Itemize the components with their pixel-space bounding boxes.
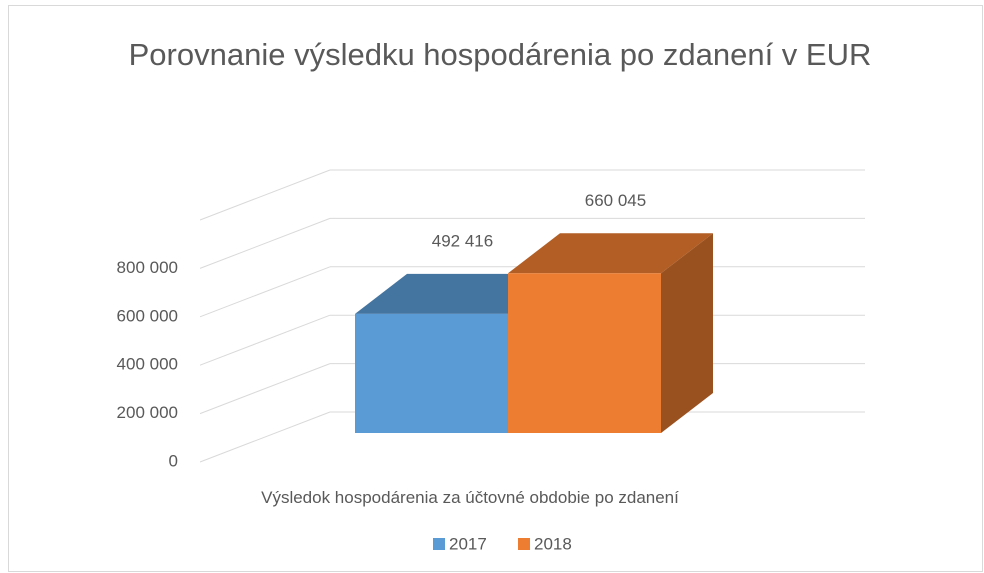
y-tick-label: 0 <box>169 451 178 470</box>
grid-line <box>199 314 331 366</box>
grid-line <box>199 363 331 415</box>
grid-line <box>199 411 331 463</box>
bar-side <box>661 233 713 433</box>
grid-line <box>199 266 331 318</box>
grid-line <box>199 169 331 221</box>
legend-label: 2017 <box>449 534 487 553</box>
chart-title: Porovnanie výsledku hospodárenia po zdan… <box>128 37 872 72</box>
bar-top <box>508 233 713 274</box>
legend-label: 2018 <box>534 534 572 553</box>
legend-swatch <box>518 538 530 550</box>
data-label: 660 045 <box>585 191 646 210</box>
y-tick-label: 600 000 <box>117 306 178 325</box>
y-tick-label: 400 000 <box>117 355 178 374</box>
x-category-label: Výsledok hospodárenia za účtovné obdobie… <box>261 488 679 507</box>
grid-line <box>199 217 331 269</box>
y-tick-label: 800 000 <box>117 258 178 277</box>
data-label: 492 416 <box>432 231 493 250</box>
bar <box>355 313 508 433</box>
bar <box>508 273 661 433</box>
legend-swatch <box>433 538 445 550</box>
y-tick-label: 200 000 <box>117 403 178 422</box>
